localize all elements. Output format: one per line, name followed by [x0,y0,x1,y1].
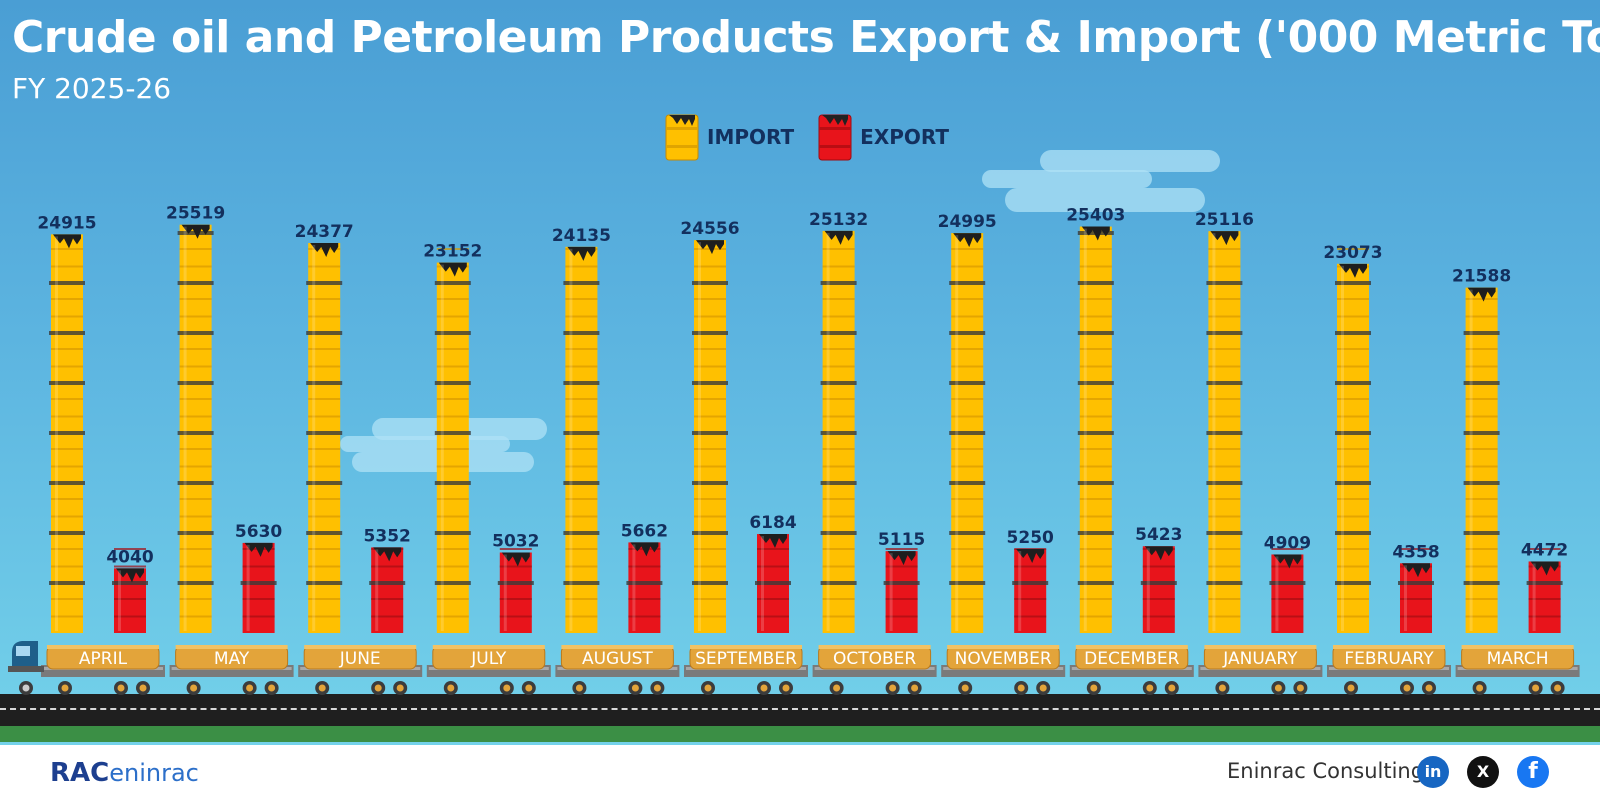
month-label: FEBRUARY [1344,649,1434,669]
export-value-label: 5250 [1007,528,1054,548]
export-value-label: 4358 [1392,542,1439,562]
export-bar-april [112,548,148,633]
month-label: APRIL [79,649,128,669]
export-bar-september [755,534,791,633]
cloud [1040,150,1220,172]
import-value-label: 24915 [37,213,96,233]
export-value-label: 5352 [364,526,411,546]
month-label: SEPTEMBER [695,649,797,669]
red-barrel-icon [818,114,852,161]
logo-small-text: eninrac [109,759,199,787]
wagon-february: FEBRUARY [1327,645,1451,695]
wagon-january: JANUARY [1198,645,1323,695]
wagon-june: JUNE [298,645,423,695]
x-icon[interactable]: X [1467,756,1499,788]
export-bar-july [497,548,534,633]
import-value-label: 23073 [1323,243,1382,263]
import-bar-december [1077,226,1114,633]
chart-subtitle: FY 2025-26 [12,72,172,105]
logo-text: RAC [50,758,110,788]
import-bar-july [434,248,471,633]
month-label: AUGUST [582,649,653,669]
month-label: NOVEMBER [955,649,1052,669]
export-value-label: 5662 [621,521,668,541]
import-bar-october [820,230,857,633]
month-label: OCTOBER [833,649,916,669]
export-value-label: 5423 [1135,525,1182,545]
export-bar-may [240,542,277,633]
export-bar-january [1269,548,1306,633]
import-bar-may [177,224,214,634]
company-name: Eninrac Consulting [1227,759,1425,783]
legend-label-export: EXPORT [860,125,950,149]
export-bar-october [883,548,920,633]
export-bar-august [626,542,663,633]
import-bar-september [692,240,728,633]
import-bar-january [1206,231,1243,634]
import-value-label: 25519 [166,204,225,224]
export-bar-february [1398,548,1434,633]
export-value-label: 5630 [235,522,282,542]
month-label: DECEMBER [1084,649,1180,669]
wagon-july: JULY [426,645,551,695]
export-bar-november [1012,548,1049,633]
export-value-label: 4472 [1521,540,1568,560]
import-bar-june [306,242,343,633]
legend-item-export: EXPORT [818,113,949,161]
export-value-label: 5032 [492,531,539,551]
import-value-label: 24556 [680,219,739,239]
bar-chart: 24915 4040 APRIL 25519 5630 MAY 24377 5352 JUNE 2… [8,204,1580,695]
cloud [982,170,1152,188]
yellow-barrel-icon [665,114,699,161]
import-bar-march [1463,287,1500,633]
import-value-label: 24135 [552,226,611,246]
linkedin-icon[interactable]: in [1417,756,1449,788]
export-bar-march [1526,548,1563,633]
import-bar-february [1335,248,1371,633]
wagon-september: SEPTEMBER [684,645,808,695]
footer: RACeninrac Eninrac Consulting in X f [0,745,1600,800]
chart-title: Crude oil and Petroleum Products Export … [12,12,1600,63]
import-value-label: 25132 [809,210,868,230]
legend-label-import: IMPORT [707,125,795,149]
import-bar-august [563,246,600,633]
eninrac-logo: RACeninrac [50,758,199,788]
import-bar-november [949,233,986,633]
import-value-label: 24995 [938,212,997,232]
wagon-october: OCTOBER [812,645,937,695]
export-value-label: 4040 [106,547,153,567]
export-value-label: 6184 [749,513,796,533]
legend: IMPORT EXPORT [665,112,973,162]
export-value-label: 4909 [1264,533,1311,553]
truck-cab-icon [8,641,44,695]
month-label: MARCH [1487,649,1549,669]
facebook-icon[interactable]: f [1517,756,1549,788]
wagon-march: MARCH [1455,645,1580,695]
wagon-april: APRIL [41,645,165,695]
month-label: MAY [214,649,250,669]
month-label: JUNE [339,649,381,669]
wagon-august: AUGUST [555,645,680,695]
cloud [1005,188,1205,212]
import-value-label: 24377 [295,222,354,242]
road-lane-marking [0,708,1600,710]
export-bar-june [369,547,406,633]
month-label: JULY [470,649,507,669]
road [0,694,1600,726]
import-bar-april [49,234,85,634]
import-value-label: 21588 [1452,267,1511,287]
wagon-may: MAY [169,645,294,695]
wagon-december: DECEMBER [1069,645,1194,695]
export-bar-december [1140,546,1177,633]
import-value-label: 25116 [1195,210,1254,230]
export-value-label: 5115 [878,530,925,550]
import-value-label: 23152 [423,242,482,262]
import-value-label: 25403 [1066,206,1125,226]
grass-strip [0,726,1600,742]
month-label: JANUARY [1222,649,1298,669]
wagon-november: NOVEMBER [941,645,1066,695]
legend-item-import: IMPORT [665,113,794,161]
